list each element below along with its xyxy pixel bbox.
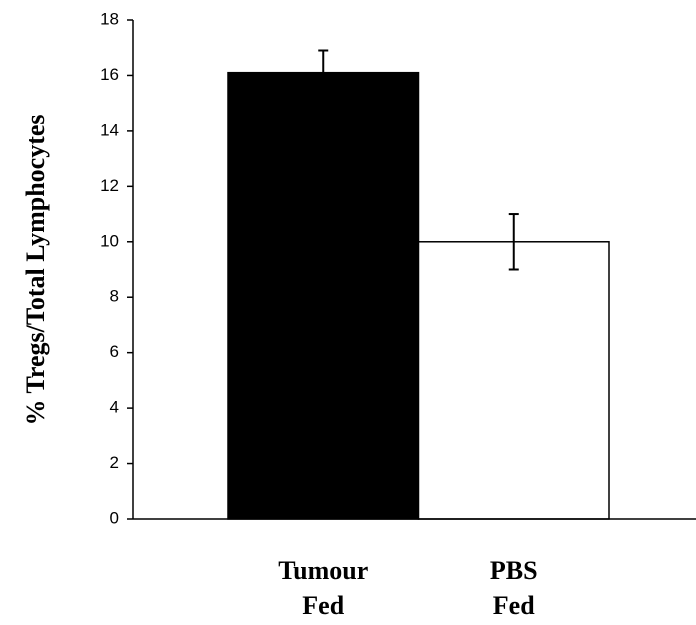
y-tick-label: 12 [100,176,119,195]
error-bar [318,49,329,96]
y-tick-label: 10 [100,231,119,250]
y-tick-label: 14 [100,120,119,139]
y-tick-label: 2 [110,453,119,472]
y-tick-label: 16 [100,65,119,84]
y-axis-label: % Tregs/Total Lymphocytes [21,114,50,425]
bar [227,71,420,520]
y-tick-label: 18 [100,9,119,28]
x-tick-label: PBS Fed [490,556,538,620]
x-tick-label: Tumour Fed [278,556,368,620]
y-tick-label: 8 [110,287,119,306]
y-tick-label: 0 [110,508,119,527]
y-tick-label: 4 [110,398,119,417]
y-tick-label: 6 [110,342,119,361]
bar [417,241,610,520]
error-bar [508,213,519,271]
